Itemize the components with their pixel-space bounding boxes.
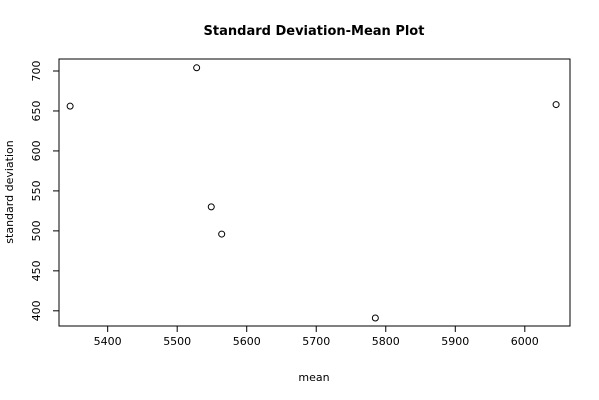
data-point xyxy=(66,102,74,110)
x-tick-label: 5800 xyxy=(372,335,400,348)
y-tick-label: 400 xyxy=(30,300,43,321)
data-point xyxy=(371,314,379,322)
data-point xyxy=(218,230,226,238)
y-tick-label: 650 xyxy=(30,100,43,121)
x-axis-label: mean xyxy=(298,371,329,384)
x-tick-label: 5600 xyxy=(233,335,261,348)
y-axis-label: standard deviation xyxy=(3,140,16,243)
y-tick-label: 450 xyxy=(30,260,43,281)
data-point xyxy=(552,101,560,109)
data-point xyxy=(193,64,201,72)
y-tick-label: 700 xyxy=(30,60,43,81)
x-tick-label: 6000 xyxy=(511,335,539,348)
chart-title: Standard Deviation-Mean Plot xyxy=(204,24,425,39)
plot-frame xyxy=(58,58,571,327)
x-tick-label: 5900 xyxy=(441,335,469,348)
x-tick-label: 5500 xyxy=(163,335,191,348)
y-tick-label: 600 xyxy=(30,140,43,161)
y-tick-label: 500 xyxy=(30,220,43,241)
data-point xyxy=(207,203,215,211)
y-tick-label: 550 xyxy=(30,180,43,201)
x-axis: 5400 5500 5600 5700 5800 5900 6000 xyxy=(94,326,539,348)
x-tick-label: 5700 xyxy=(302,335,330,348)
x-tick-label: 5400 xyxy=(94,335,122,348)
y-axis: 400 450 500 550 600 650 700 xyxy=(30,60,59,321)
data-points xyxy=(66,64,560,322)
